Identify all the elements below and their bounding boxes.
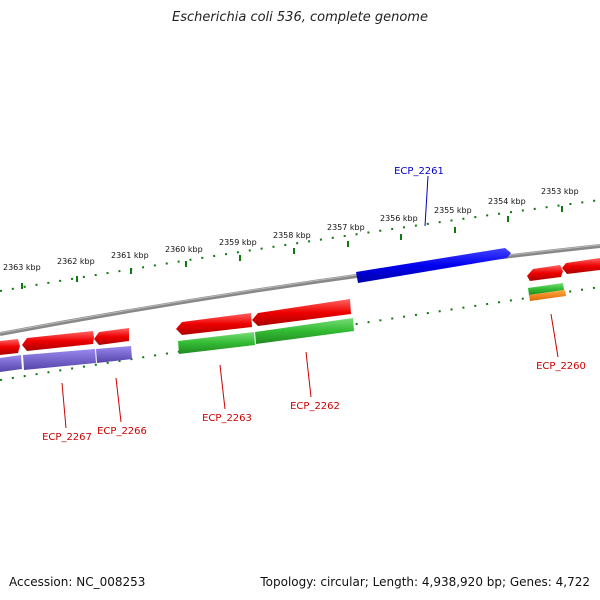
scale-label: 2362 kbp (57, 257, 95, 266)
ruler-major-ticks (21, 206, 563, 289)
gene-red[interactable] (527, 265, 563, 281)
gene-ECP_2262[interactable] (252, 299, 351, 326)
gene-label[interactable]: ECP_2266 (97, 426, 147, 437)
scale-label: 2361 kbp (111, 251, 149, 260)
gene-label[interactable]: ECP_2263 (202, 413, 252, 424)
gene-ECP_2267[interactable] (23, 349, 96, 370)
gene-red[interactable] (22, 331, 94, 351)
genome-summary-text: Topology: circular; Length: 4,938,920 bp… (260, 575, 590, 589)
map-title: Escherichia coli 536, complete genome (172, 10, 428, 25)
scale-label: 2359 kbp (219, 238, 257, 247)
scale-label: 2356 kbp (380, 214, 418, 223)
leader-line (424, 175, 429, 227)
gene-rna[interactable] (96, 346, 132, 363)
gene-red[interactable] (0, 339, 20, 355)
genome-backbone (0, 244, 600, 336)
gene-label[interactable]: ECP_2262 (290, 401, 340, 412)
gene-rna[interactable] (0, 355, 22, 372)
gene-label[interactable]: ECP_2260 (536, 361, 586, 372)
scale-label: 2355 kbp (434, 206, 472, 215)
scale-label: 2357 kbp (327, 223, 365, 232)
leader-line (115, 377, 122, 423)
gene-label[interactable]: ECP_2261 (394, 166, 444, 177)
accession-text: Accession: NC_008253 (9, 575, 146, 589)
scale-label: 2360 kbp (165, 245, 203, 254)
leader-line (61, 382, 67, 429)
scale-label: 2363 kbp (3, 263, 41, 272)
leader-line (550, 313, 559, 358)
ruler-upper (0, 199, 600, 292)
gene-label[interactable]: ECP_2267 (42, 432, 92, 443)
gene-cds-small[interactable] (528, 283, 564, 295)
gene-red[interactable] (562, 258, 600, 274)
gene-ECP_2261[interactable] (356, 248, 511, 283)
scale-label: 2354 kbp (488, 197, 526, 206)
scale-label: 2358 kbp (273, 231, 311, 240)
gene-cds[interactable] (255, 318, 354, 344)
leader-line (305, 351, 312, 398)
gene-misc-small[interactable] (529, 290, 566, 301)
gene-ECP_2266[interactable] (94, 328, 129, 345)
gene-ECP_2263[interactable] (178, 332, 255, 354)
gene-red[interactable] (176, 313, 252, 335)
scale-label: 2353 kbp (541, 187, 579, 196)
leader-line (219, 364, 226, 410)
ruler-lower (0, 286, 600, 381)
